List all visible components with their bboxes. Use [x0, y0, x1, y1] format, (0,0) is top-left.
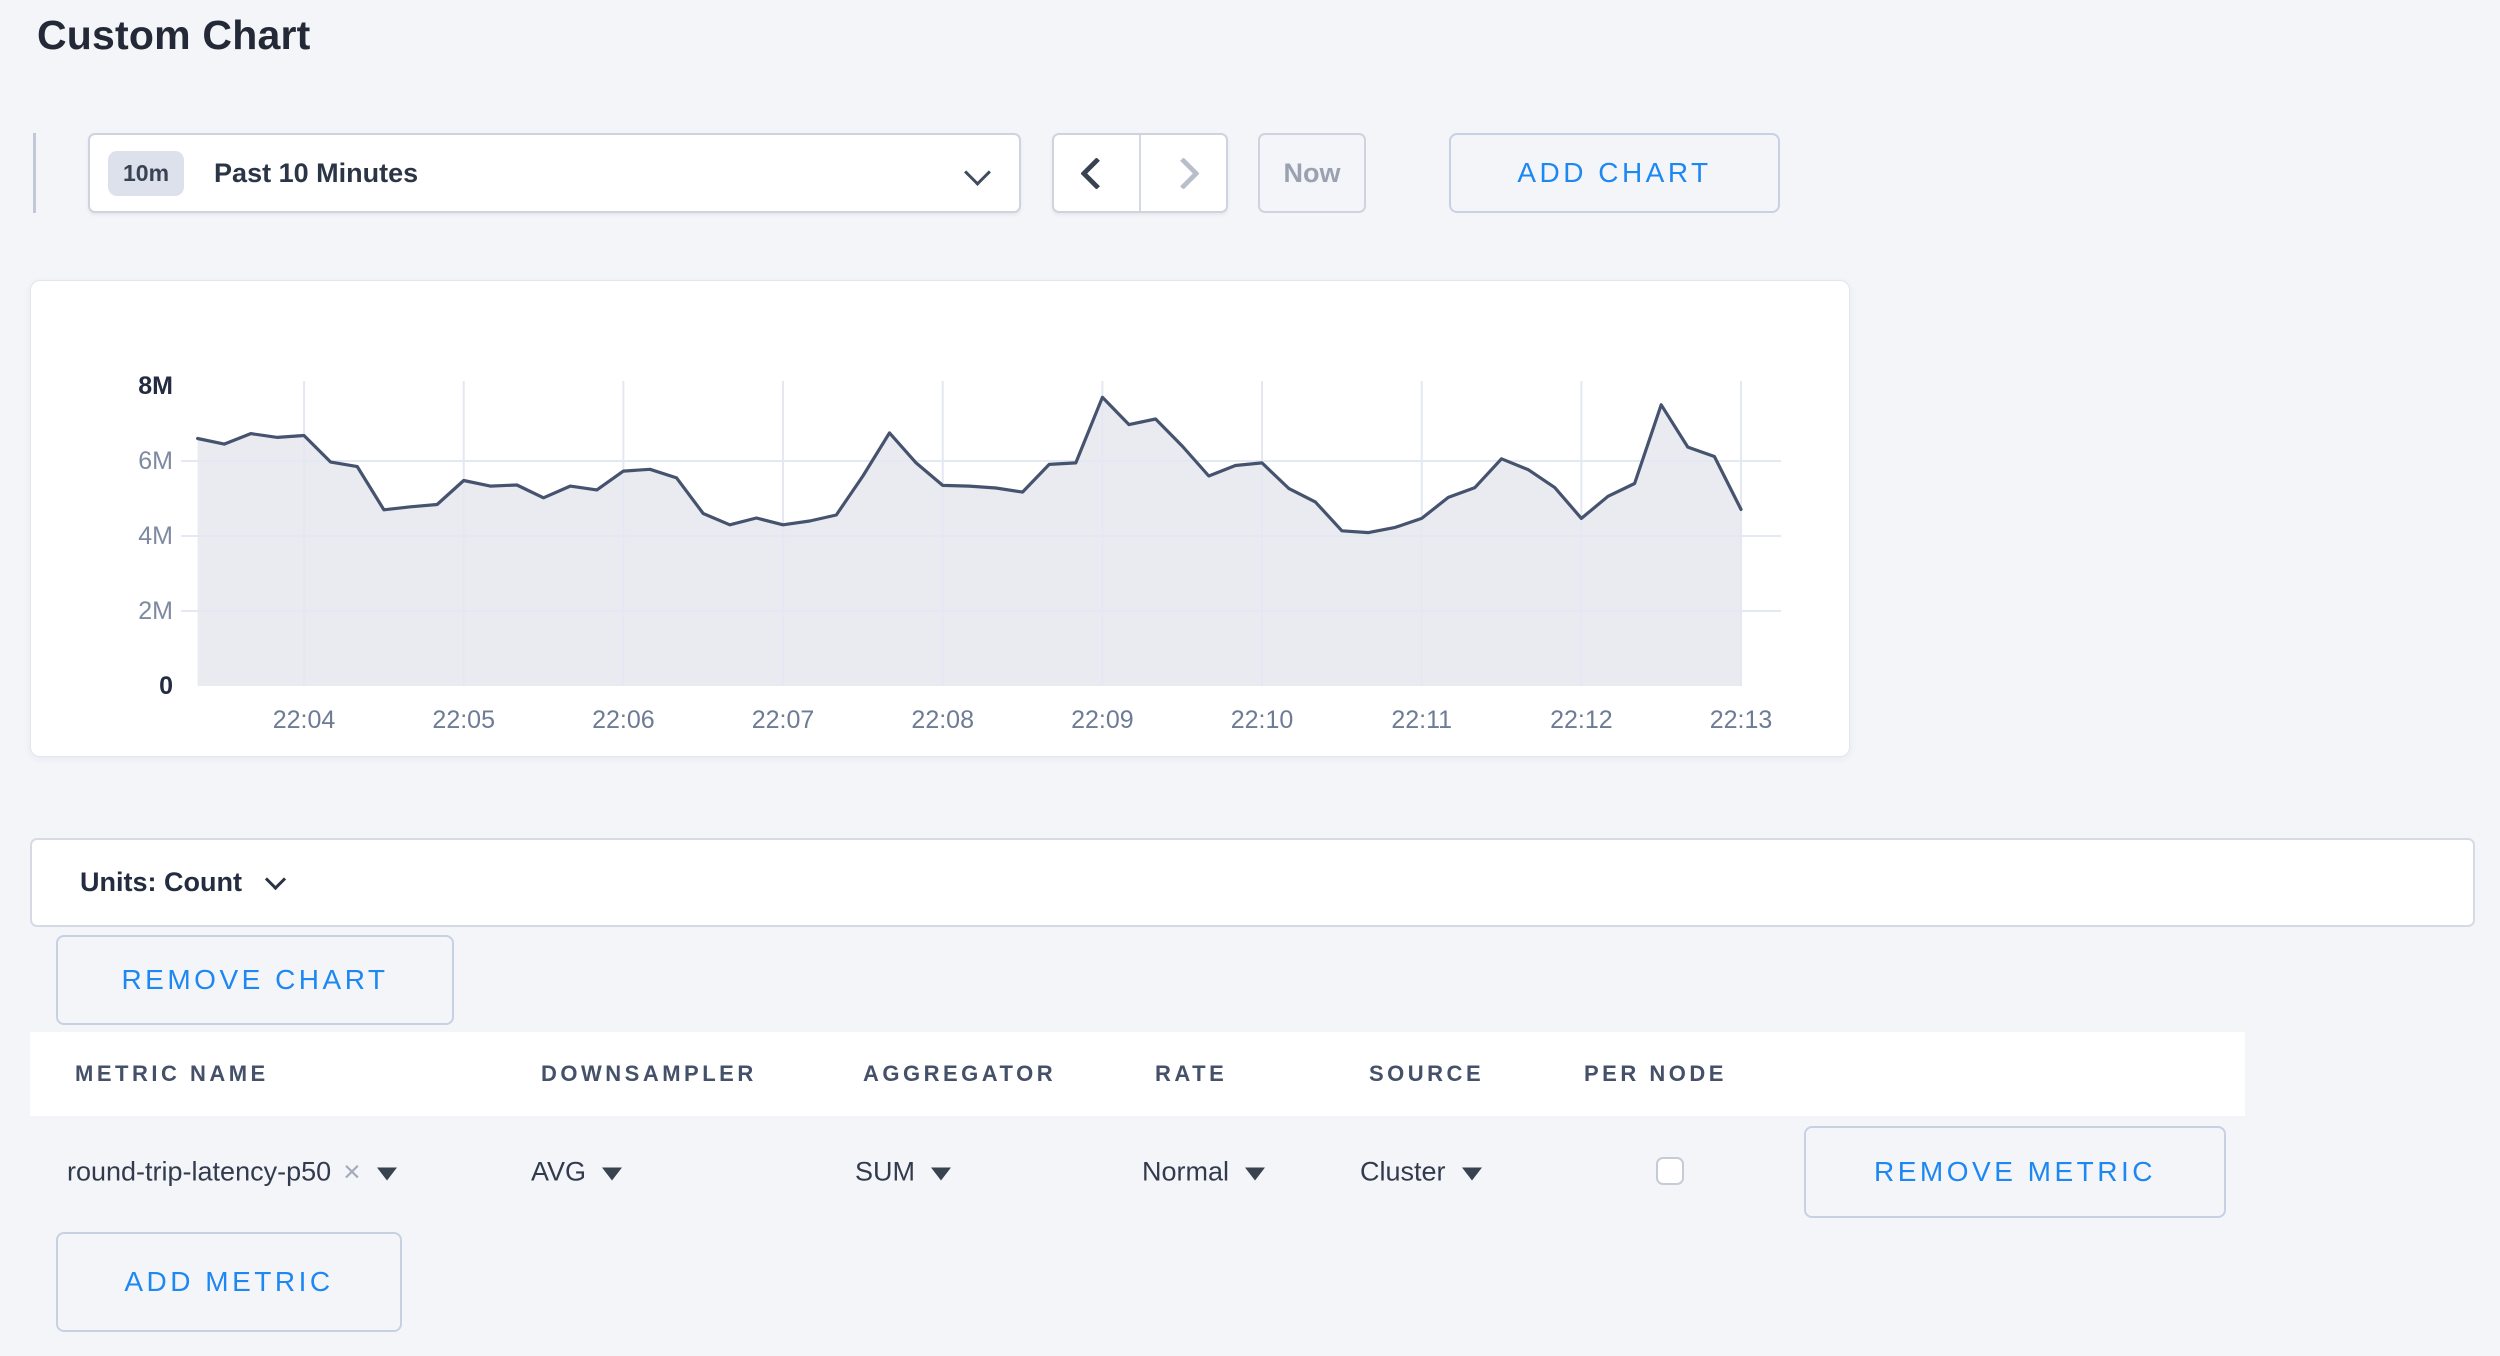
per-node-checkbox[interactable] — [1656, 1157, 1684, 1185]
svg-text:6M: 6M — [138, 447, 173, 475]
remove-metric-button[interactable]: REMOVE METRIC — [1804, 1126, 2226, 1218]
controls-left-divider — [33, 133, 36, 213]
svg-text:22:08: 22:08 — [911, 706, 974, 734]
svg-text:22:13: 22:13 — [1710, 706, 1773, 734]
svg-text:4M: 4M — [138, 522, 173, 550]
source-value: Cluster — [1360, 1156, 1446, 1187]
time-step-button-group — [1052, 133, 1228, 213]
chevron-down-icon — [264, 868, 287, 891]
column-header-source: SOURCE — [1369, 1061, 1485, 1086]
caret-down-icon — [376, 1167, 397, 1181]
time-range-badge: 10m — [108, 150, 185, 196]
svg-text:2M: 2M — [138, 597, 173, 625]
units-dropdown[interactable]: Units: Count — [30, 838, 2475, 927]
column-header-downsampler: DOWNSAMPLER — [541, 1061, 757, 1086]
svg-text:22:12: 22:12 — [1550, 706, 1613, 734]
add-metric-button[interactable]: ADD METRIC — [56, 1232, 402, 1332]
chevron-left-icon — [1080, 156, 1113, 190]
time-range-label: Past 10 Minutes — [214, 157, 419, 188]
rate-select[interactable]: Normal — [1142, 1156, 1266, 1188]
svg-text:22:07: 22:07 — [752, 706, 815, 734]
downsampler-select[interactable]: AVG — [531, 1156, 623, 1188]
caret-down-icon — [602, 1167, 623, 1181]
time-range-dropdown[interactable]: 10m Past 10 Minutes — [88, 133, 1021, 213]
metrics-table-header: METRIC NAME DOWNSAMPLER AGGREGATOR RATE … — [30, 1032, 2245, 1116]
next-time-window-button[interactable] — [1139, 135, 1226, 211]
add-chart-button[interactable]: ADD CHART — [1449, 133, 1780, 213]
metrics-area-chart: 0 2M 4M 6M 8M 22:04 22:05 22:06 22:07 22:08 22:09 2… — [138, 372, 1781, 734]
svg-text:22:05: 22:05 — [432, 706, 495, 734]
downsampler-value: AVG — [531, 1156, 587, 1187]
source-select[interactable]: Cluster — [1360, 1157, 1482, 1188]
aggregator-select[interactable]: SUM — [855, 1157, 951, 1188]
chart-card: 0 2M 4M 6M 8M 22:04 22:05 22:06 22:07 22:08 22:09 2… — [30, 280, 1850, 757]
column-header-per-node: PER NODE — [1584, 1061, 1727, 1086]
chevron-down-icon — [964, 159, 991, 186]
column-header-metric-name: METRIC NAME — [75, 1061, 269, 1086]
svg-text:22:04: 22:04 — [273, 706, 336, 734]
svg-text:0: 0 — [159, 672, 173, 700]
column-header-rate: RATE — [1155, 1061, 1228, 1086]
units-label: Units: Count — [80, 867, 242, 897]
now-button[interactable]: Now — [1258, 133, 1366, 213]
page-title: Custom Chart — [37, 12, 311, 58]
svg-text:22:09: 22:09 — [1071, 706, 1134, 734]
svg-text:8M: 8M — [138, 372, 173, 400]
metric-row: round-trip-latency-p50 × AVG SUM Normal … — [30, 1116, 2475, 1228]
caret-down-icon — [1461, 1167, 1482, 1181]
aggregator-value: SUM — [855, 1156, 915, 1187]
metric-name-value: round-trip-latency-p50 — [67, 1156, 332, 1187]
column-header-aggregator: AGGREGATOR — [863, 1061, 1057, 1086]
svg-text:22:10: 22:10 — [1231, 706, 1294, 734]
clear-metric-icon[interactable]: × — [343, 1155, 361, 1188]
caret-down-icon — [1245, 1167, 1266, 1181]
remove-chart-button[interactable]: REMOVE CHART — [56, 935, 454, 1025]
svg-text:22:11: 22:11 — [1391, 706, 1452, 734]
svg-text:22:06: 22:06 — [592, 706, 655, 734]
rate-value: Normal — [1142, 1156, 1230, 1187]
metric-name-select[interactable]: round-trip-latency-p50 × — [67, 1157, 397, 1188]
prev-time-window-button[interactable] — [1054, 135, 1139, 211]
caret-down-icon — [931, 1167, 951, 1181]
chevron-right-icon — [1167, 156, 1200, 190]
